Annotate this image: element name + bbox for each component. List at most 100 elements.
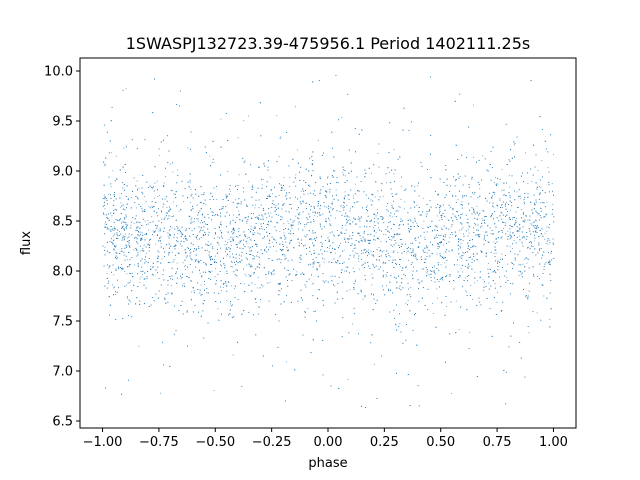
data-point: [418, 405, 420, 407]
data-point: [120, 202, 122, 204]
data-point: [204, 234, 206, 236]
data-point: [335, 217, 336, 219]
data-point: [307, 218, 309, 220]
data-point: [110, 183, 112, 185]
data-point: [329, 232, 331, 234]
data-point: [248, 274, 250, 276]
data-point: [180, 232, 182, 234]
data-point: [203, 192, 205, 194]
data-point: [395, 194, 397, 195]
data-point: [433, 271, 435, 273]
data-point: [144, 139, 146, 141]
data-point: [263, 213, 265, 215]
data-point: [220, 247, 222, 249]
data-point: [138, 345, 140, 347]
data-point: [514, 217, 516, 218]
data-point: [125, 244, 127, 246]
data-point: [369, 239, 371, 241]
data-point: [544, 192, 546, 194]
data-point: [210, 208, 212, 210]
data-point: [327, 281, 329, 283]
data-point: [139, 278, 141, 280]
data-point: [423, 231, 425, 233]
data-point: [287, 260, 289, 262]
data-point: [261, 184, 263, 186]
data-point: [508, 346, 510, 348]
data-point: [336, 230, 338, 231]
data-point: [116, 291, 118, 293]
data-point: [544, 238, 546, 240]
data-point: [475, 246, 477, 247]
data-point: [406, 252, 408, 254]
data-point: [183, 283, 185, 285]
data-point: [379, 196, 381, 198]
data-point: [183, 266, 185, 268]
data-point: [286, 269, 288, 271]
data-point: [371, 273, 373, 275]
data-point: [407, 282, 409, 284]
data-point: [148, 229, 149, 231]
data-point: [200, 237, 202, 238]
data-point: [272, 271, 274, 272]
data-point: [459, 218, 461, 219]
data-point: [527, 297, 529, 299]
data-point: [530, 233, 532, 235]
data-point: [504, 204, 506, 205]
data-point: [197, 220, 199, 222]
data-point: [114, 245, 115, 246]
data-point: [519, 235, 521, 237]
data-point: [289, 177, 291, 179]
data-point: [255, 191, 257, 193]
data-point: [126, 228, 127, 230]
data-point: [249, 238, 251, 240]
data-point: [489, 227, 491, 229]
data-point: [123, 221, 125, 223]
data-point: [122, 225, 124, 227]
data-point: [322, 186, 324, 188]
data-point: [419, 242, 421, 244]
data-point: [370, 250, 372, 252]
data-point: [429, 209, 431, 211]
data-point: [527, 193, 529, 195]
data-point: [186, 247, 188, 248]
data-point: [467, 228, 469, 230]
data-point: [144, 220, 146, 222]
data-point: [450, 301, 452, 303]
data-point: [185, 235, 187, 237]
data-point: [115, 291, 116, 293]
data-point: [207, 249, 208, 251]
data-point: [220, 290, 222, 292]
data-point: [473, 245, 475, 247]
data-point: [414, 186, 416, 188]
data-point: [151, 205, 153, 207]
data-point: [301, 243, 302, 244]
data-point: [524, 376, 526, 378]
data-point: [271, 274, 273, 276]
data-point: [548, 252, 549, 254]
data-point: [346, 215, 348, 216]
data-point: [153, 197, 155, 199]
data-point: [225, 248, 227, 250]
data-point: [349, 289, 351, 291]
data-point: [168, 217, 170, 219]
data-point: [441, 214, 443, 216]
data-point: [245, 257, 247, 259]
data-point: [285, 237, 287, 239]
data-point: [375, 239, 377, 241]
data-point: [284, 238, 286, 240]
data-point: [538, 278, 540, 280]
data-point: [312, 242, 313, 244]
data-point: [281, 216, 283, 218]
data-point: [198, 226, 200, 228]
data-point: [472, 245, 474, 247]
data-point: [273, 237, 275, 239]
data-point: [189, 249, 190, 251]
data-point: [176, 237, 178, 239]
data-point: [130, 224, 132, 226]
data-point: [540, 217, 542, 219]
data-point: [363, 238, 365, 240]
data-point: [330, 275, 332, 277]
data-point: [228, 281, 230, 283]
data-point: [126, 226, 127, 228]
